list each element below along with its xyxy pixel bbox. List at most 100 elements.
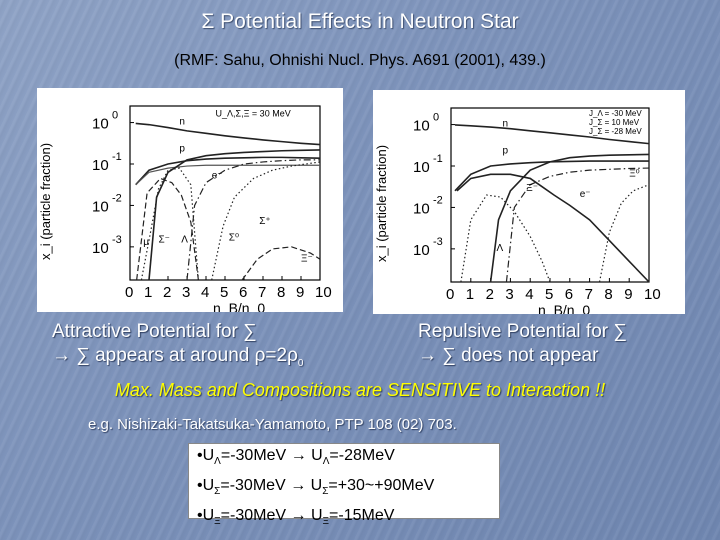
series-line-4	[140, 167, 199, 281]
annotation: J_Σ = 10 MeV	[589, 118, 640, 127]
potential-to: =-15MeV	[329, 507, 395, 525]
x-tick-label: 4	[201, 284, 209, 301]
x-tick-label: 6	[239, 284, 247, 301]
series-line-0	[135, 122, 321, 146]
series-line-3	[136, 177, 199, 281]
potential-symbol: U	[310, 477, 323, 495]
series-line-0	[454, 124, 650, 145]
x-tick-label: 1	[144, 284, 152, 301]
x-tick-label: 5	[545, 286, 553, 303]
y-tick-base: 10	[413, 118, 430, 135]
y-tick-exponent: 0	[433, 112, 439, 124]
slide-subtitle: (RMF: Sahu, Ohnishi Nucl. Phys. A691 (20…	[174, 52, 546, 69]
y-tick-base: 10	[413, 159, 430, 176]
left-caption-line2-text: → ∑ appears at around	[52, 345, 255, 366]
potential-sub: Σ	[214, 486, 221, 498]
series-label: Σ⁰	[229, 233, 239, 244]
sensitivity-statement: Max. Mass and Compositions are SENSITIVE…	[114, 380, 606, 400]
series-label: n	[502, 119, 508, 130]
series-label: μ	[143, 237, 149, 248]
series-label: Λ	[181, 235, 188, 246]
y-tick-base: 10	[92, 198, 109, 215]
y-tick-exponent: -1	[433, 153, 443, 165]
x-tick-label: 2	[486, 286, 494, 303]
x-tick-label: 1	[466, 286, 474, 303]
y-tick-base: 10	[92, 157, 109, 174]
series-label: n	[179, 117, 185, 128]
series-line-5	[148, 149, 321, 281]
potential-from: =-30MeV	[220, 507, 287, 525]
y-tick-exponent: -3	[433, 236, 443, 248]
reference-citation: e.g. Nishizaki-Takatsuka-Yamamoto, PTP 1…	[88, 416, 457, 433]
x-tick-label: 9	[296, 284, 304, 301]
series-line-8	[241, 246, 321, 281]
series-label: e⁻	[580, 189, 591, 200]
y-tick-exponent: -2	[433, 194, 443, 206]
left-caption: Attractive Potential for ∑ → ∑ appears a…	[52, 320, 382, 376]
potential-symbol: U	[311, 447, 323, 464]
x-tick-label: 10	[644, 286, 661, 303]
x-tick-label: 8	[277, 284, 285, 301]
potential-from: =-30MeV	[220, 477, 286, 495]
series-line-2	[456, 173, 650, 283]
series-label: Λ	[497, 243, 504, 254]
annotation: J_Σ = -28 MeV	[589, 127, 642, 136]
y-tick-base: 10	[92, 240, 109, 257]
x-tick-label: 6	[565, 286, 573, 303]
y-tick-base: 10	[413, 200, 430, 217]
series-label: Ξ⁻	[301, 253, 313, 264]
left-caption-rho-sub: 0	[297, 357, 304, 369]
series-line-7	[211, 161, 321, 281]
x-tick-label: 10	[315, 284, 332, 301]
x-axis-label: n_B/n_0	[213, 300, 265, 312]
potential-symbol: U	[202, 447, 215, 464]
right-caption-line1: Repulsive Potential for ∑	[418, 321, 627, 342]
x-tick-label: 3	[182, 284, 190, 301]
x-tick-label: 7	[258, 284, 266, 301]
x-tick-label: 4	[525, 286, 533, 303]
y-tick-base: 10	[92, 116, 109, 133]
y-axis-label: x_i (particle fraction)	[374, 145, 389, 262]
bullet: •	[197, 507, 203, 525]
series-label: p	[502, 146, 508, 157]
potential-symbol: U	[202, 477, 215, 495]
series-line-1	[135, 156, 321, 186]
series-line-2	[135, 164, 320, 186]
left-caption-line2: → ∑ appears at around ρ=2ρ0	[52, 344, 382, 376]
left-caption-rho: ρ=2ρ	[254, 345, 298, 366]
y-tick-exponent: -3	[112, 234, 122, 246]
arrow-right-icon: →	[290, 507, 307, 525]
x-tick-label: 0	[446, 286, 454, 303]
left-caption-line1: Attractive Potential for ∑	[52, 321, 257, 342]
y-tick-base: 10	[413, 242, 430, 259]
left-chart-panel: 0 1 2 3 4 5 6 7 8 9 10 10 0 10 -1 10 -2 10 -3 n_B/n_0 x_i (p…	[37, 88, 343, 316]
x-tick-label: 5	[220, 284, 228, 301]
y-tick-exponent: -2	[112, 192, 122, 204]
y-axis-label: x_i (particle fraction)	[38, 143, 53, 260]
potential-to: =+30~+90MeV	[328, 477, 435, 495]
potential-sub: Λ	[322, 456, 330, 468]
x-tick-label: 9	[624, 286, 632, 303]
potential-to: =-28MeV	[329, 447, 395, 464]
right-caption: Repulsive Potential for ∑ → ∑ does not a…	[418, 320, 718, 368]
potential-sub: Σ	[322, 486, 329, 498]
x-tick-label: 0	[125, 284, 133, 301]
potential-sub: Λ	[214, 456, 221, 468]
x-tick-label: 7	[585, 286, 593, 303]
series-label: Ξ⁻	[526, 183, 538, 194]
potential-line: •UΛ=-30MeV → UΛ=-28MeV	[197, 444, 491, 474]
right-caption-line2: → ∑ does not appear	[418, 345, 599, 366]
slide-title: Σ Potential Effects in Neutron Star	[201, 10, 519, 33]
potential-symbol: U	[310, 507, 323, 525]
potential-sub: Ξ	[214, 516, 221, 528]
series-line-6	[598, 184, 650, 283]
arrow-right-icon: →	[290, 447, 307, 464]
potential-symbol: U	[202, 507, 215, 525]
potentials-box: •UΛ=-30MeV → UΛ=-28MeV •UΣ=-30MeV → UΣ=+…	[188, 443, 500, 528]
x-tick-label: 3	[505, 286, 513, 303]
series-label: e⁻	[212, 171, 223, 182]
potential-sub: Ξ	[322, 516, 330, 528]
bullet: •	[197, 477, 203, 495]
y-tick-exponent: 0	[112, 110, 118, 122]
